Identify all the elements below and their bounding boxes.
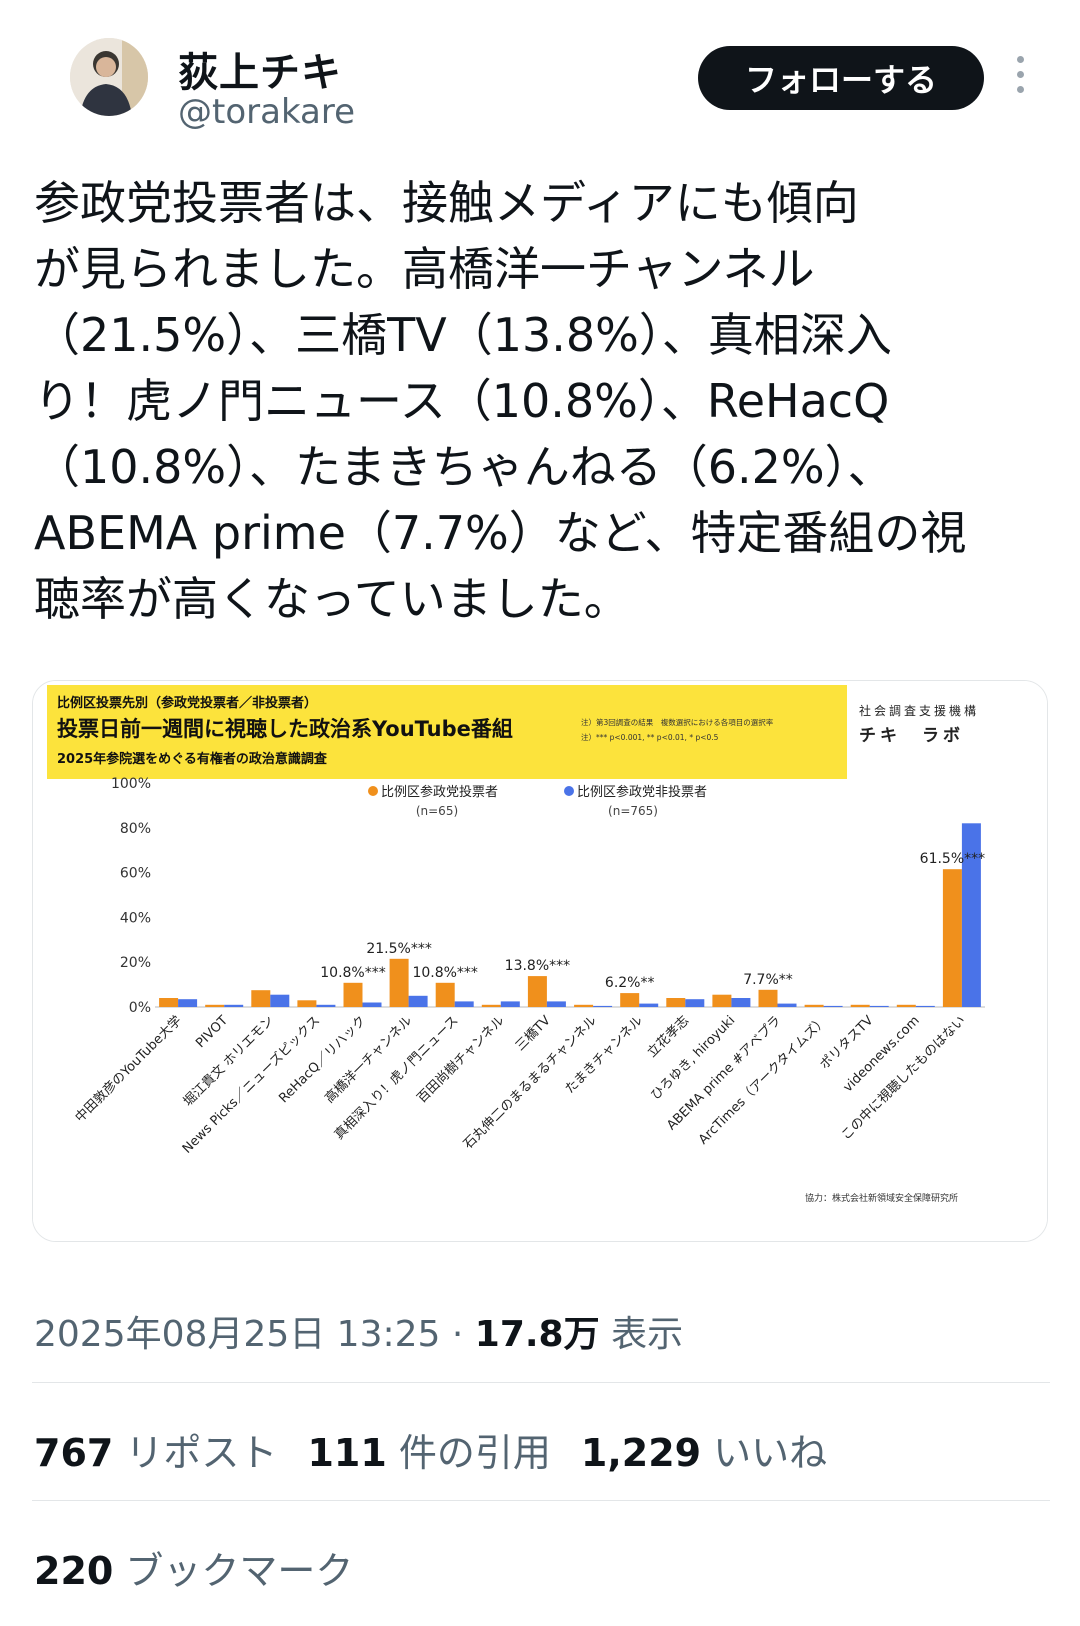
bar — [777, 1003, 797, 1007]
bar — [593, 1005, 613, 1007]
data-label: 13.8%*** — [505, 958, 570, 974]
tweet-text: 参政党投票者は、接触メディアにも傾向 が見られました。高橋洋一チャンネル （21… — [34, 176, 967, 626]
chart-note-1: 注）第3回調査の結果 複数選択における各項目の選択率 — [581, 717, 774, 727]
bookmarks-stat[interactable]: 220 ブックマーク — [34, 1540, 353, 1595]
data-label: 61.5%*** — [920, 851, 985, 867]
views-label: 表示 — [611, 1314, 684, 1355]
bar — [527, 976, 547, 1007]
bar — [454, 1001, 474, 1007]
reposts-label: リポスト — [125, 1431, 278, 1475]
quotes-stat[interactable]: 111 件の引用 — [307, 1422, 550, 1477]
bar — [574, 1004, 594, 1007]
bar — [685, 999, 705, 1007]
avatar-image — [70, 38, 148, 116]
display-name[interactable]: 荻上チキ — [178, 50, 342, 96]
y-tick-label: 80% — [120, 821, 151, 837]
y-tick-label: 0% — [129, 1000, 151, 1016]
bookmarks-count: 220 — [34, 1549, 114, 1593]
bar — [639, 1003, 659, 1007]
likes-stat[interactable]: 1,229 いいね — [581, 1422, 827, 1477]
data-label: 7.7%** — [743, 972, 793, 988]
chart-image[interactable]: 比例区投票先別（参政党投票者／非投票者） 投票日前一週間に視聴した政治系YouT… — [32, 680, 1048, 1242]
bar — [850, 1004, 870, 1007]
data-label: 21.5%*** — [366, 941, 431, 957]
bar — [297, 1000, 317, 1007]
tweet-meta: 2025年08月25日 13:25 · 17.8万 表示 — [34, 1305, 683, 1357]
bar — [435, 982, 455, 1007]
chart-title: 投票日前一週間に視聴した政治系YouTube番組 — [57, 717, 513, 741]
bar — [712, 994, 732, 1007]
follow-button[interactable]: フォローする — [698, 46, 984, 110]
chart-header-banner — [47, 685, 847, 779]
bar — [408, 995, 428, 1007]
bookmarks-label: ブックマーク — [125, 1549, 354, 1593]
bar — [546, 1001, 566, 1007]
bar — [896, 1004, 916, 1007]
bar — [620, 993, 640, 1007]
y-tick-label: 20% — [120, 955, 151, 971]
timestamp[interactable]: 2025年08月25日 13:25 — [34, 1314, 441, 1355]
legend-n: (n=765) — [608, 804, 658, 818]
chart-header-line1: 比例区投票先別（参政党投票者／非投票者） — [57, 695, 317, 711]
y-tick-label: 60% — [120, 866, 151, 882]
chart-header-line3: 2025年参院選をめぐる有権者の政治意識調査 — [57, 751, 328, 767]
user-handle[interactable]: @torakare — [178, 92, 356, 132]
bar — [343, 982, 363, 1007]
avatar[interactable] — [70, 38, 148, 116]
bar — [389, 958, 409, 1007]
y-tick-label: 100% — [111, 776, 151, 792]
bar — [961, 823, 981, 1007]
legend-swatch — [368, 786, 378, 796]
meta-separator: · — [451, 1314, 475, 1355]
bar — [251, 990, 271, 1007]
data-label: 10.8%*** — [320, 965, 385, 981]
bar — [666, 998, 686, 1007]
legend-label: 比例区参政党非投票者 — [577, 784, 707, 800]
bar — [731, 998, 751, 1007]
legend-swatch — [564, 786, 574, 796]
bar — [362, 1002, 382, 1007]
bar — [804, 1004, 824, 1007]
quotes-count: 111 — [307, 1431, 387, 1475]
bar — [205, 1004, 225, 1007]
likes-count: 1,229 — [580, 1431, 702, 1475]
views-count: 17.8万 — [474, 1314, 600, 1355]
bar — [270, 994, 290, 1007]
data-label: 6.2%** — [605, 975, 655, 991]
divider — [32, 1500, 1050, 1501]
bar — [869, 1005, 889, 1007]
quotes-label: 件の引用 — [398, 1431, 551, 1475]
engagement-stats: 767 リポスト 111 件の引用 1,229 いいね — [34, 1422, 827, 1477]
bar — [758, 989, 778, 1007]
chart-credit: 協力：株式会社新領域安全保障研究所 — [805, 1192, 958, 1204]
reposts-stat[interactable]: 767 リポスト — [34, 1422, 277, 1477]
reposts-count: 767 — [34, 1431, 114, 1475]
y-tick-label: 40% — [120, 910, 151, 926]
tweet-header: 荻上チキ @torakare フォローする — [0, 0, 1080, 160]
org-line-2: チキ ラボ — [859, 726, 964, 746]
legend-label: 比例区参政党投票者 — [381, 784, 498, 800]
likes-label: いいね — [713, 1431, 828, 1475]
bar — [481, 1004, 501, 1007]
bar — [942, 869, 962, 1007]
org-line-1: 社会調査支援機構 — [859, 703, 979, 718]
bar — [159, 998, 179, 1007]
divider — [32, 1382, 1050, 1383]
bar — [178, 999, 198, 1007]
chart-note-2: 注）*** p<0.001, ** p<0.01, * p<0.5 — [581, 732, 719, 742]
bar — [823, 1005, 843, 1007]
chart-svg: 比例区投票先別（参政党投票者／非投票者） 投票日前一週間に視聴した政治系YouT… — [33, 681, 1047, 1241]
more-options-icon[interactable] — [1010, 56, 1030, 102]
bar — [500, 1001, 520, 1007]
data-label: 10.8%*** — [412, 965, 477, 981]
bar — [915, 1005, 935, 1007]
legend-n: (n=65) — [416, 804, 458, 818]
bar — [316, 1004, 336, 1007]
bar — [224, 1004, 244, 1007]
